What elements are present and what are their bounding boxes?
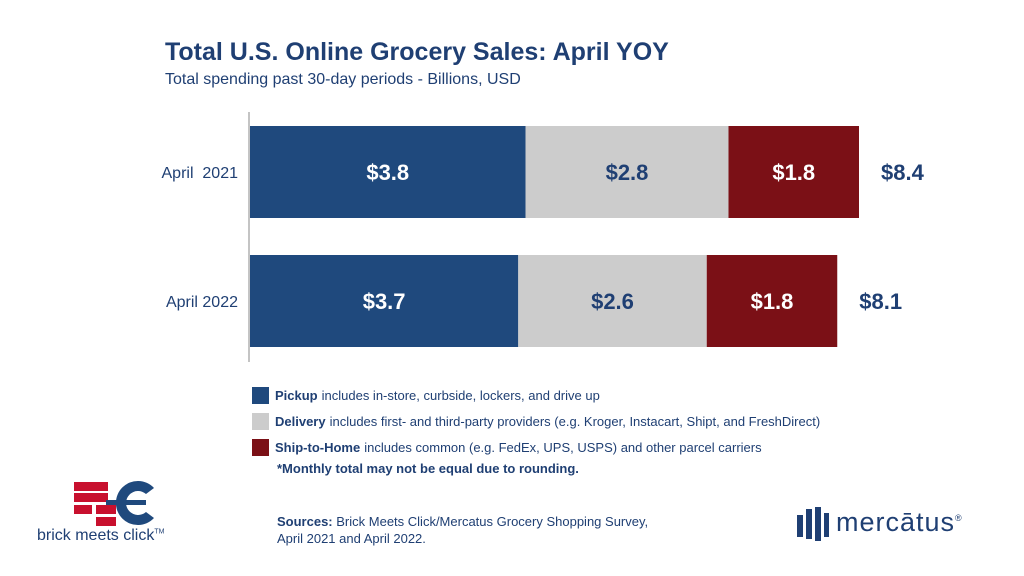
legend-item-delivery: Delivery includes first- and third-party… — [252, 411, 820, 431]
sources-note: Sources: Brick Meets Click/Mercatus Groc… — [277, 513, 648, 547]
brick-meets-click-logo: brick meets clickTM — [37, 527, 165, 544]
bar-segment-ship-to-home — [706, 255, 838, 347]
data-label: $2.8 — [606, 160, 649, 185]
footnote: *Monthly total may not be equal due to r… — [277, 461, 579, 476]
chart-subtitle: Total spending past 30-day periods - Bil… — [165, 71, 521, 88]
category-label: April 2021 — [162, 165, 239, 182]
legend-item-ship-to-home: Ship-to-Home includes common (e.g. FedEx… — [252, 437, 820, 457]
legend-item-pickup: Pickup includes in-store, curbside, lock… — [252, 385, 820, 405]
legend-name: Delivery — [275, 413, 326, 429]
chart-title: Total U.S. Online Grocery Sales: April Y… — [165, 38, 669, 66]
mercatus-logo-icon — [797, 507, 829, 541]
mercatus-logo: mercātus® — [836, 507, 963, 537]
brick-meets-click-logo-icon — [74, 481, 154, 526]
data-label: $1.8 — [772, 160, 815, 185]
data-label: $3.7 — [363, 289, 406, 314]
legend-swatch-delivery — [252, 412, 269, 430]
legend-swatch-pickup — [252, 386, 269, 404]
bar-segment-ship-to-home — [728, 126, 859, 218]
sources-label: Sources: — [277, 514, 333, 529]
total-label: $8.1 — [859, 289, 902, 314]
data-label: $1.8 — [751, 289, 794, 314]
legend-name: Pickup — [275, 387, 318, 403]
data-label: $2.6 — [591, 289, 634, 314]
legend-desc: includes in-store, curbside, lockers, an… — [321, 387, 600, 403]
legend-desc: includes common (e.g. FedEx, UPS, USPS) … — [364, 439, 762, 455]
total-label: $8.4 — [881, 160, 925, 185]
bar-segment-pickup — [250, 126, 526, 218]
sources-line2: April 2021 and April 2022. — [277, 531, 426, 546]
category-label: April 2022 — [166, 294, 238, 311]
sources-line1: Brick Meets Click/Mercatus Grocery Shopp… — [336, 514, 649, 529]
legend-swatch-ship-to-home — [252, 438, 269, 456]
bar-segment-delivery — [525, 126, 729, 218]
bar-segment-pickup — [250, 255, 519, 347]
legend-name: Ship-to-Home — [275, 439, 361, 455]
legend: Pickup includes in-store, curbside, lock… — [252, 385, 820, 463]
data-label: $3.8 — [366, 160, 409, 185]
legend-desc: includes first- and third-party provider… — [329, 413, 821, 429]
bar-segment-delivery — [518, 255, 707, 347]
